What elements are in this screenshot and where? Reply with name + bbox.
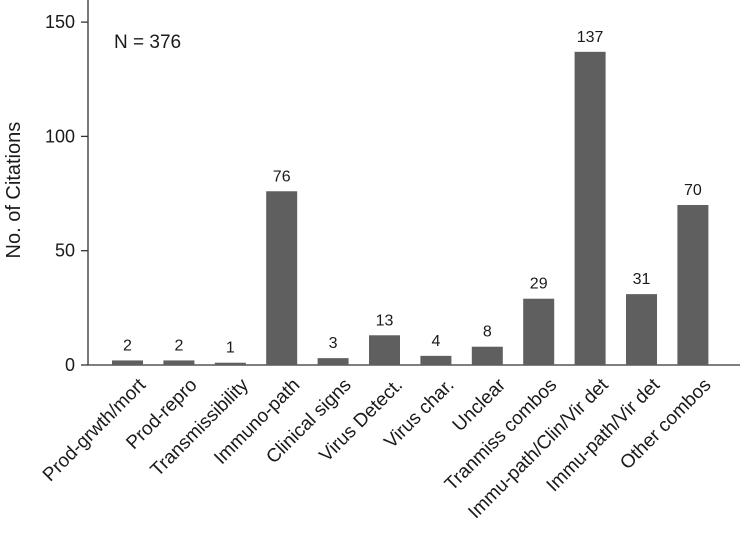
bar-value-label: 137 (577, 29, 604, 46)
bar-value-labels: 2 2 1 76 3 13 4 8 29 137 31 70 (123, 29, 702, 357)
bar-value-label: 8 (483, 324, 492, 341)
category-labels: Prod-grwth/mortProd-reproTransmissibilit… (39, 374, 716, 523)
bar-value-label: 29 (530, 276, 548, 293)
bar (266, 191, 298, 365)
bar (523, 298, 555, 365)
bar-value-label: 3 (329, 335, 338, 352)
bar-value-label: 31 (633, 271, 651, 288)
bar (317, 358, 349, 365)
bar-value-label: 70 (684, 182, 702, 199)
y-axis-title: No. of Citations (3, 122, 25, 259)
bar-value-label: 76 (273, 168, 291, 185)
bar-value-label: 13 (376, 312, 394, 329)
bar (163, 360, 195, 365)
category-label: Other combos (616, 375, 715, 474)
bar (214, 362, 246, 365)
bar (626, 294, 657, 365)
y-ticks: 0 50 100 150 (45, 12, 88, 375)
bar (574, 51, 606, 366)
bar (420, 355, 452, 365)
bar-value-label: 2 (123, 337, 132, 354)
bars (112, 51, 709, 366)
y-tick-label: 100 (45, 126, 75, 146)
bar (112, 360, 143, 365)
bar (471, 346, 503, 365)
bar-value-label: 4 (431, 333, 440, 350)
bar (677, 204, 709, 365)
bar-value-label: 2 (174, 337, 183, 354)
y-tick-label: 50 (55, 241, 75, 261)
bar-value-label: 1 (226, 340, 235, 357)
y-tick-label: 0 (65, 355, 75, 375)
y-tick-label: 150 (45, 12, 75, 32)
sample-size-annotation: N = 376 (114, 32, 181, 53)
bar (369, 335, 400, 365)
